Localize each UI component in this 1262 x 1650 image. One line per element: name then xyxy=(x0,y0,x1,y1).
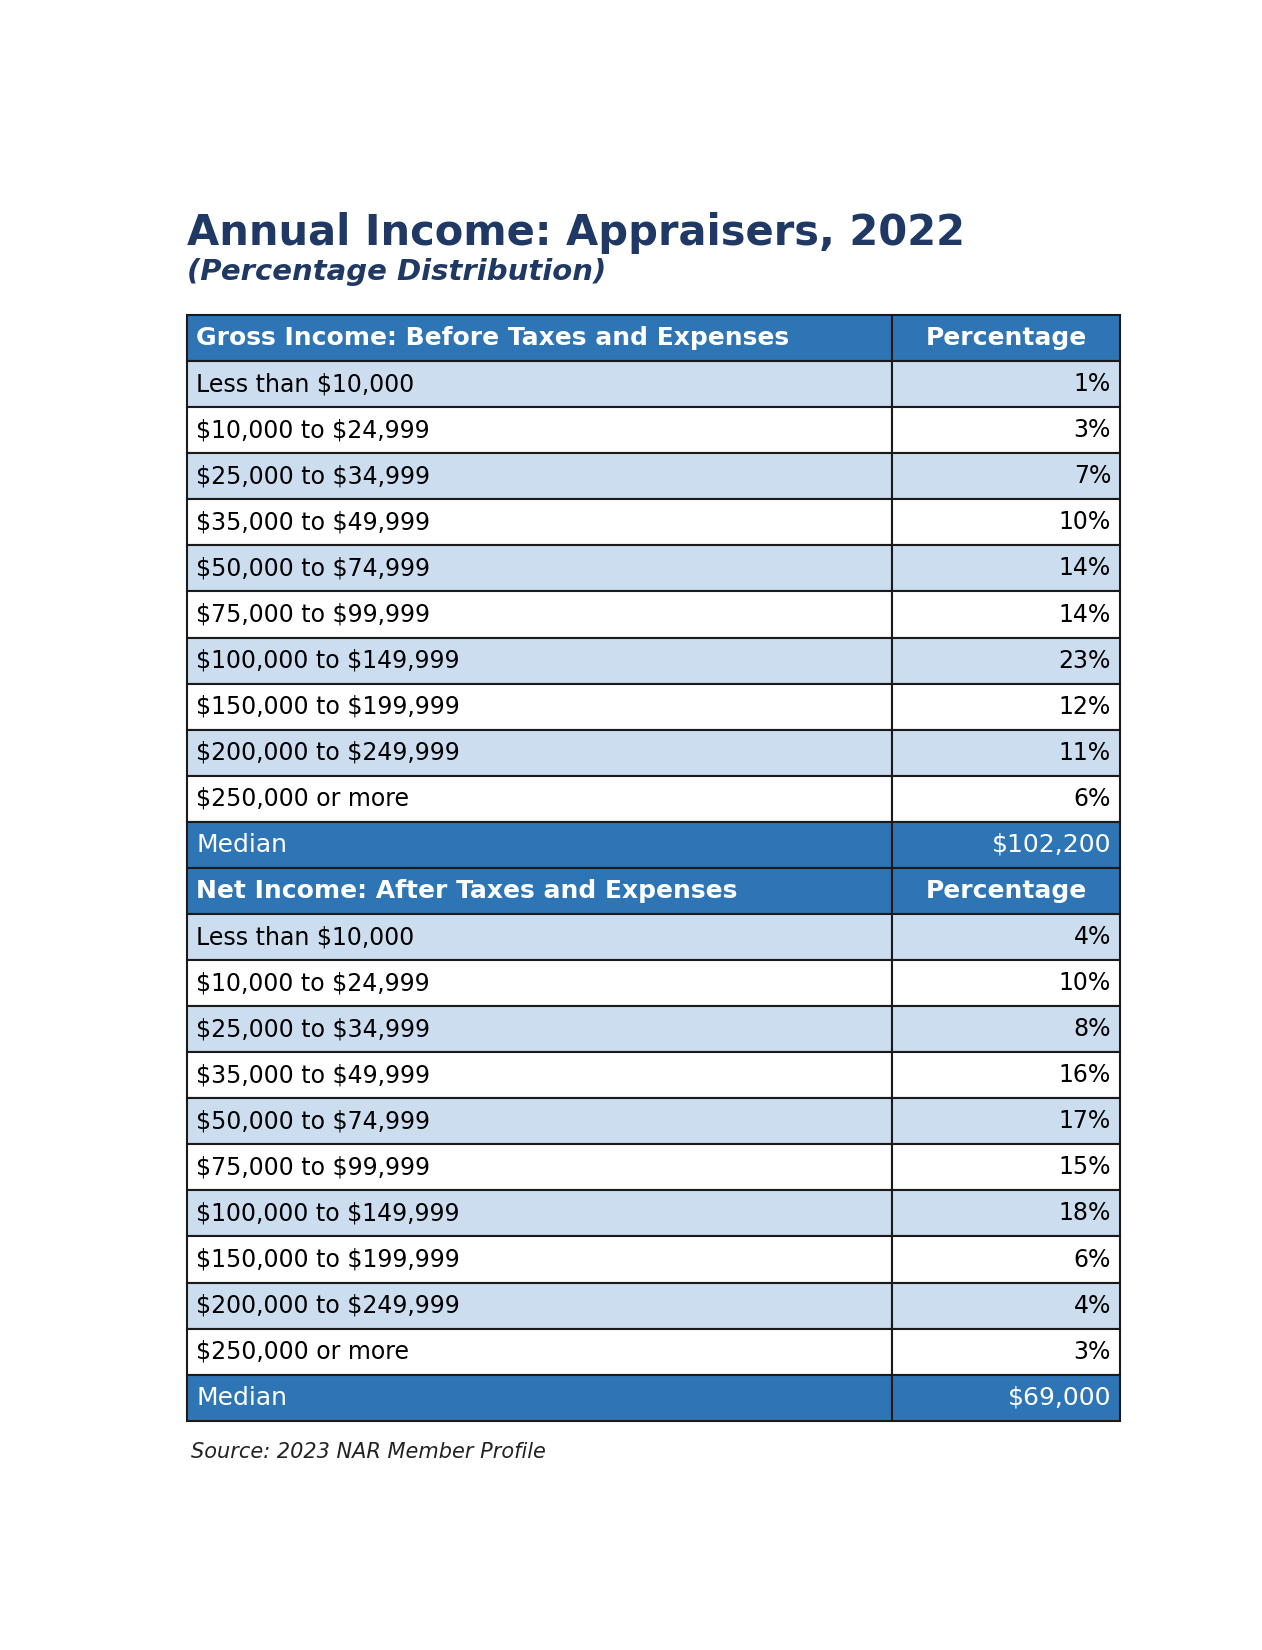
Text: 8%: 8% xyxy=(1074,1016,1111,1041)
Text: Source: 2023 NAR Member Profile: Source: 2023 NAR Member Profile xyxy=(191,1442,546,1462)
Bar xyxy=(892,591,1121,637)
Bar xyxy=(187,868,892,914)
Text: 1%: 1% xyxy=(1074,373,1111,396)
Bar xyxy=(187,1006,892,1053)
Bar xyxy=(187,1374,892,1421)
Text: $10,000 to $24,999: $10,000 to $24,999 xyxy=(197,972,430,995)
Text: 10%: 10% xyxy=(1059,972,1111,995)
Bar xyxy=(187,1236,892,1282)
Bar xyxy=(892,1282,1121,1328)
Bar xyxy=(892,683,1121,729)
Bar xyxy=(187,546,892,591)
Bar xyxy=(187,637,892,683)
Bar xyxy=(187,1145,892,1190)
Bar xyxy=(892,637,1121,683)
Text: $150,000 to $199,999: $150,000 to $199,999 xyxy=(197,1247,461,1272)
Bar xyxy=(892,822,1121,868)
Bar xyxy=(187,914,892,960)
Bar xyxy=(892,361,1121,408)
Text: 18%: 18% xyxy=(1059,1201,1111,1226)
Bar xyxy=(187,683,892,729)
Bar xyxy=(187,1282,892,1328)
Text: 6%: 6% xyxy=(1074,1247,1111,1272)
Text: $75,000 to $99,999: $75,000 to $99,999 xyxy=(197,1155,430,1180)
Bar xyxy=(187,500,892,546)
Bar xyxy=(892,960,1121,1006)
Bar xyxy=(892,914,1121,960)
Bar xyxy=(892,1006,1121,1053)
Bar xyxy=(892,1374,1121,1421)
Bar xyxy=(892,868,1121,914)
Bar xyxy=(892,500,1121,546)
Text: 11%: 11% xyxy=(1059,741,1111,764)
Text: $69,000: $69,000 xyxy=(1007,1386,1111,1409)
Bar xyxy=(892,729,1121,775)
Text: 15%: 15% xyxy=(1059,1155,1111,1180)
Bar xyxy=(187,1099,892,1145)
Text: Median: Median xyxy=(197,833,288,856)
Bar xyxy=(892,1099,1121,1145)
Text: $35,000 to $49,999: $35,000 to $49,999 xyxy=(197,1063,430,1087)
Text: $50,000 to $74,999: $50,000 to $74,999 xyxy=(197,556,430,581)
Text: 10%: 10% xyxy=(1059,510,1111,535)
Bar xyxy=(187,454,892,500)
Bar xyxy=(187,729,892,775)
Text: $250,000 or more: $250,000 or more xyxy=(197,1340,409,1363)
Text: Net Income: After Taxes and Expenses: Net Income: After Taxes and Expenses xyxy=(197,879,738,903)
Bar xyxy=(187,315,892,361)
Text: 23%: 23% xyxy=(1059,648,1111,673)
Text: $200,000 to $249,999: $200,000 to $249,999 xyxy=(197,1294,461,1318)
Bar xyxy=(187,1328,892,1374)
Text: $200,000 to $249,999: $200,000 to $249,999 xyxy=(197,741,461,764)
Bar xyxy=(892,1236,1121,1282)
Text: $102,200: $102,200 xyxy=(992,833,1111,856)
Text: Gross Income: Before Taxes and Expenses: Gross Income: Before Taxes and Expenses xyxy=(197,327,790,350)
Bar xyxy=(892,454,1121,500)
Text: $50,000 to $74,999: $50,000 to $74,999 xyxy=(197,1109,430,1134)
Bar xyxy=(187,361,892,408)
Text: 14%: 14% xyxy=(1059,602,1111,627)
Text: Less than $10,000: Less than $10,000 xyxy=(197,373,415,396)
Text: $25,000 to $34,999: $25,000 to $34,999 xyxy=(197,1016,430,1041)
Bar xyxy=(187,591,892,637)
Bar xyxy=(892,546,1121,591)
Text: $35,000 to $49,999: $35,000 to $49,999 xyxy=(197,510,430,535)
Bar xyxy=(892,1053,1121,1099)
Bar xyxy=(187,408,892,454)
Text: 16%: 16% xyxy=(1059,1063,1111,1087)
Text: 3%: 3% xyxy=(1074,1340,1111,1363)
Text: Median: Median xyxy=(197,1386,288,1409)
Text: Percentage: Percentage xyxy=(925,879,1087,903)
Bar xyxy=(187,776,892,822)
Bar xyxy=(187,1190,892,1236)
Bar xyxy=(892,1145,1121,1190)
Text: (Percentage Distribution): (Percentage Distribution) xyxy=(187,257,607,285)
Text: Less than $10,000: Less than $10,000 xyxy=(197,926,415,949)
Text: $150,000 to $199,999: $150,000 to $199,999 xyxy=(197,695,461,719)
Bar xyxy=(892,776,1121,822)
Bar xyxy=(892,1328,1121,1374)
Text: $10,000 to $24,999: $10,000 to $24,999 xyxy=(197,417,430,442)
Text: 3%: 3% xyxy=(1074,417,1111,442)
Text: 17%: 17% xyxy=(1059,1109,1111,1134)
Text: $75,000 to $99,999: $75,000 to $99,999 xyxy=(197,602,430,627)
Text: 14%: 14% xyxy=(1059,556,1111,581)
Text: $250,000 or more: $250,000 or more xyxy=(197,787,409,810)
Text: Annual Income: Appraisers, 2022: Annual Income: Appraisers, 2022 xyxy=(187,211,965,254)
Text: 4%: 4% xyxy=(1074,1294,1111,1318)
Bar xyxy=(187,960,892,1006)
Text: 6%: 6% xyxy=(1074,787,1111,810)
Bar xyxy=(187,1053,892,1099)
Bar xyxy=(187,822,892,868)
Bar xyxy=(892,1190,1121,1236)
Bar xyxy=(892,315,1121,361)
Text: Percentage: Percentage xyxy=(925,327,1087,350)
Text: $100,000 to $149,999: $100,000 to $149,999 xyxy=(197,648,461,673)
Text: $25,000 to $34,999: $25,000 to $34,999 xyxy=(197,464,430,488)
Text: 12%: 12% xyxy=(1059,695,1111,719)
Text: 7%: 7% xyxy=(1074,464,1111,488)
Bar xyxy=(892,408,1121,454)
Text: 4%: 4% xyxy=(1074,926,1111,949)
Text: $100,000 to $149,999: $100,000 to $149,999 xyxy=(197,1201,461,1226)
